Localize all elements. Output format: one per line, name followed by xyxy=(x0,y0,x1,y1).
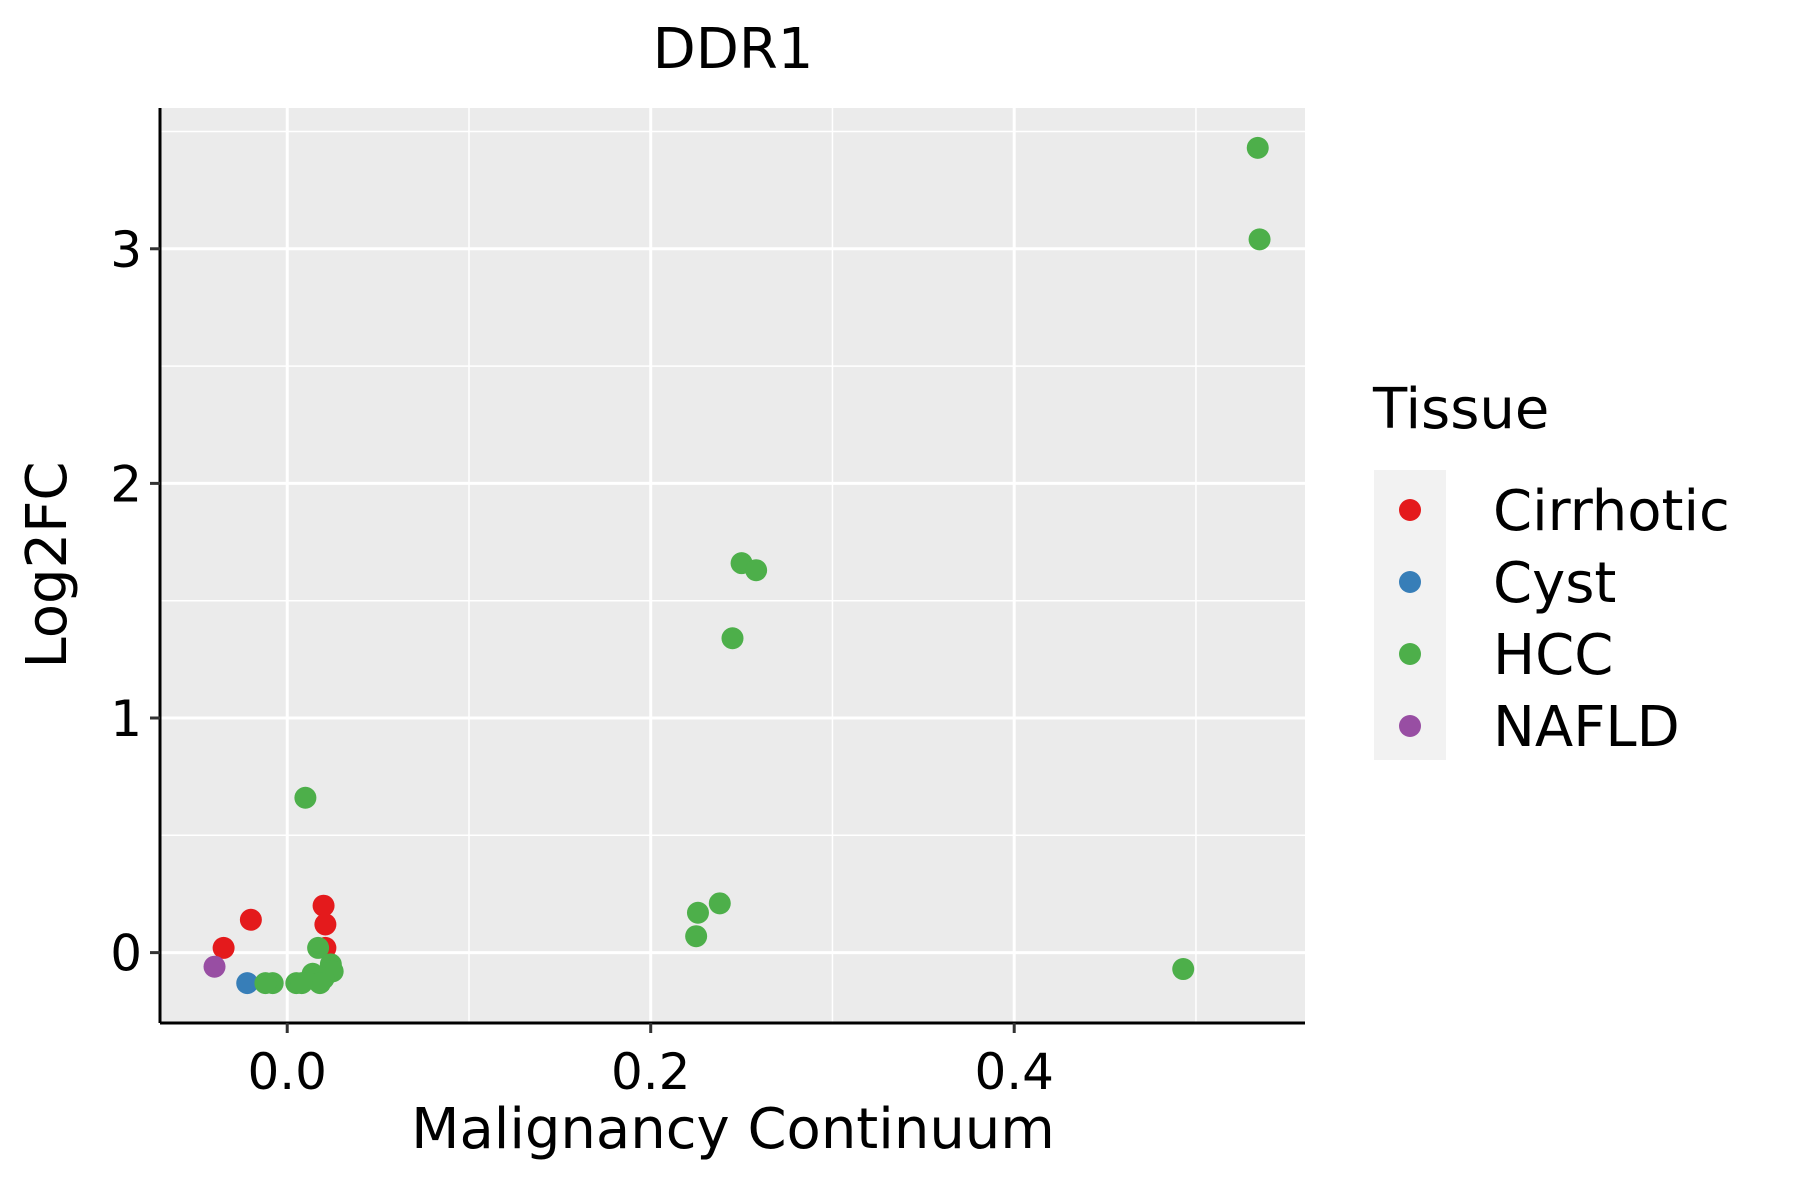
legend-key-nafld xyxy=(1399,715,1421,737)
point-cyst xyxy=(236,972,259,995)
x-tick-label: 0.4 xyxy=(974,1043,1054,1101)
legend-key-cirrhotic xyxy=(1399,499,1421,521)
legend-title: Tissue xyxy=(1372,377,1549,442)
y-tick-label: 0 xyxy=(110,925,142,983)
legend-label-cyst: Cyst xyxy=(1493,551,1616,616)
point-hcc xyxy=(708,892,731,915)
y-axis-ticks: 0 1 2 3 xyxy=(110,221,160,983)
chart-title: DDR1 xyxy=(653,17,814,82)
point-hcc xyxy=(254,972,277,995)
grid-major xyxy=(160,108,1305,1023)
point-hcc xyxy=(1246,136,1269,159)
x-axis-ticks: 0.0 0.2 0.4 xyxy=(247,1023,1054,1101)
legend-label-hcc: HCC xyxy=(1493,623,1613,688)
point-hcc xyxy=(308,972,331,995)
y-axis-title: Log2FC xyxy=(15,462,80,669)
point-cirrhotic xyxy=(212,936,235,959)
point-hcc xyxy=(1172,958,1195,981)
x-axis-title: Malignancy Continuum xyxy=(411,1097,1055,1162)
point-hcc xyxy=(1248,228,1271,251)
y-tick-label: 1 xyxy=(110,690,142,748)
point-hcc xyxy=(745,559,768,582)
y-tick-label: 3 xyxy=(110,221,142,279)
point-hcc xyxy=(307,936,330,959)
point-nafld xyxy=(203,955,226,978)
point-cirrhotic xyxy=(314,913,337,936)
point-hcc xyxy=(290,972,313,995)
point-hcc xyxy=(685,925,708,948)
legend: Tissue Cirrhotic Cyst HCC NAFLD xyxy=(1372,377,1730,760)
point-hcc xyxy=(721,627,744,650)
legend-key-hcc xyxy=(1399,643,1421,665)
grid-minor xyxy=(160,108,1305,1023)
point-hcc xyxy=(294,786,317,809)
point-cirrhotic xyxy=(312,894,335,917)
y-tick-label: 2 xyxy=(110,455,142,513)
data-points xyxy=(203,136,1271,995)
legend-label-cirrhotic: Cirrhotic xyxy=(1493,479,1730,544)
x-tick-label: 0.2 xyxy=(611,1043,691,1101)
point-hcc xyxy=(686,901,709,924)
legend-label-nafld: NAFLD xyxy=(1493,695,1680,760)
x-tick-label: 0.0 xyxy=(247,1043,327,1101)
legend-key-cyst xyxy=(1399,571,1421,593)
point-cirrhotic xyxy=(239,908,262,931)
